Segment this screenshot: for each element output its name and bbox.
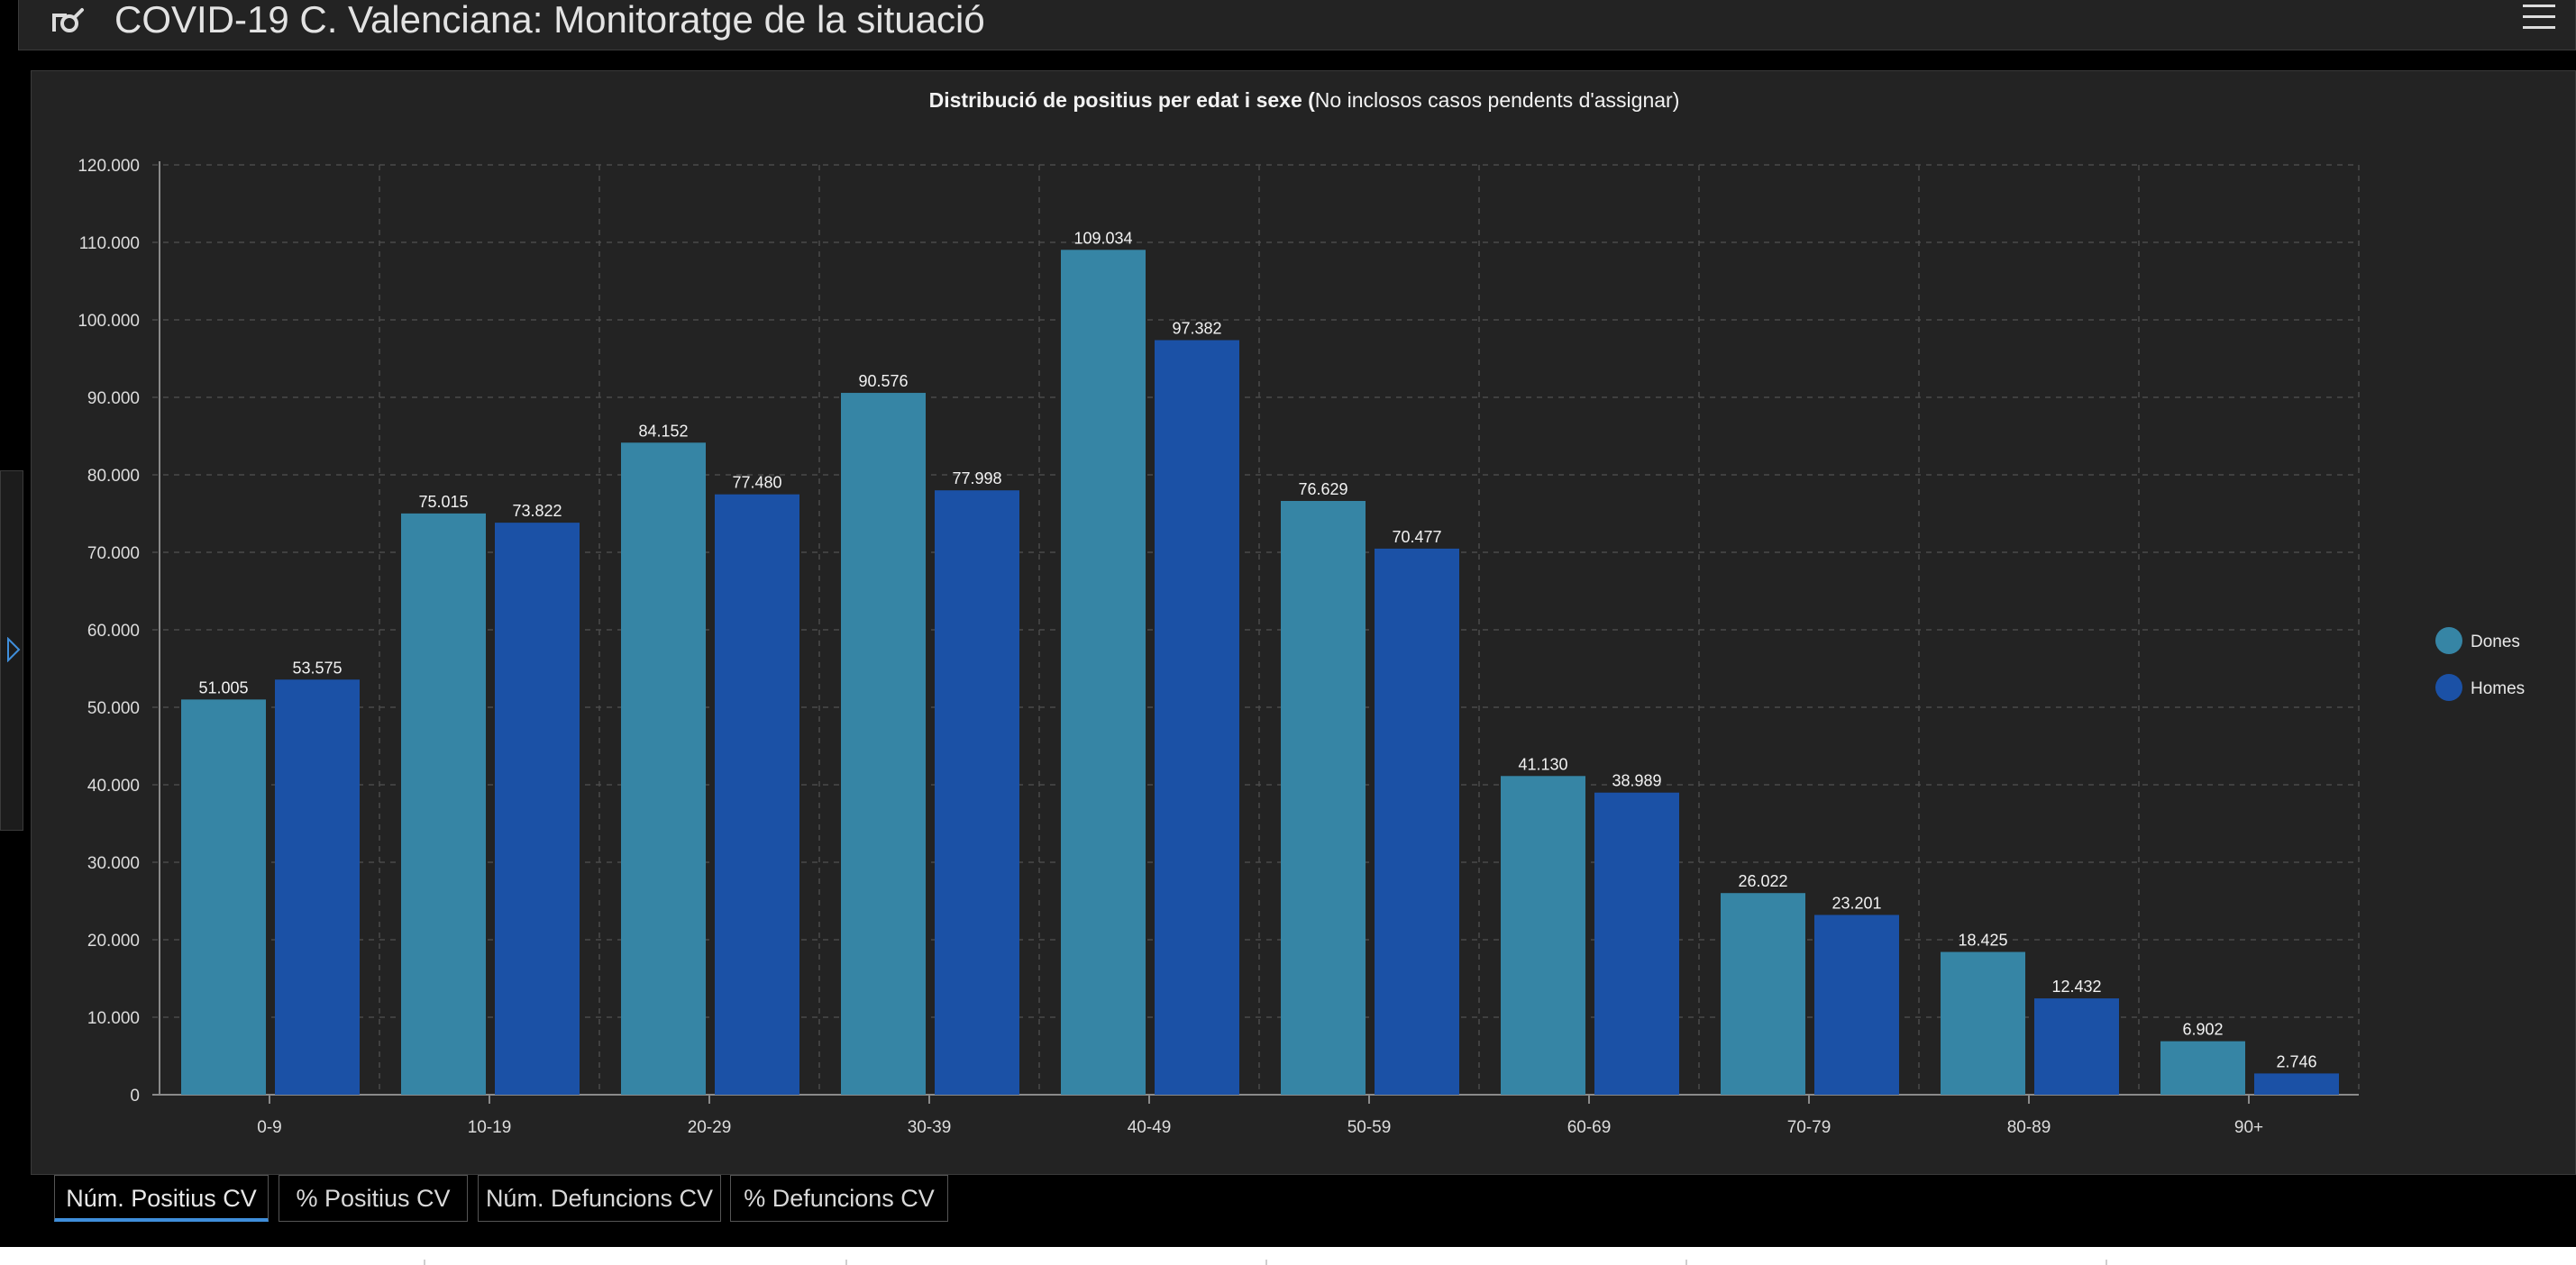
bar-homes-90+[interactable]	[2254, 1073, 2339, 1095]
bar-homes-20-29[interactable]	[715, 494, 799, 1095]
data-label: 38.989	[1612, 772, 1661, 790]
chart-title: Distribució de positius per edat i sexe …	[929, 88, 1680, 112]
data-label: 2.746	[2276, 1052, 2316, 1070]
data-label: 12.432	[2051, 978, 2101, 996]
data-label: 41.130	[1518, 755, 1567, 773]
bar-homes-60-69[interactable]	[1594, 792, 1679, 1095]
strip-tick	[1265, 1260, 1267, 1265]
y-tick-label: 20.000	[87, 932, 140, 951]
data-label: 90.576	[858, 372, 908, 390]
strip-tick	[1685, 1260, 1687, 1265]
legend-label-dones[interactable]: Dones	[2471, 632, 2520, 651]
x-tick-label: 0-9	[257, 1118, 281, 1137]
bar-homes-80-89[interactable]	[2034, 998, 2119, 1095]
x-tick-label: 40-49	[1128, 1118, 1172, 1137]
data-label: 18.425	[1958, 932, 2007, 950]
bar-homes-0-9[interactable]	[275, 679, 360, 1095]
bar-homes-10-19[interactable]	[495, 523, 580, 1095]
data-label: 109.034	[1073, 229, 1132, 247]
app-title: COVID-19 C. Valenciana: Monitoratge de l…	[114, 0, 985, 41]
data-label: 26.022	[1738, 872, 1787, 890]
tab-pct-defuncions[interactable]: % Defuncions CV	[730, 1175, 948, 1222]
x-tick-label: 70-79	[1787, 1118, 1832, 1137]
legend-marker-dones[interactable]	[2435, 627, 2462, 654]
bar-homes-50-59[interactable]	[1375, 548, 1459, 1095]
legend-label-homes[interactable]: Homes	[2471, 679, 2525, 698]
bar-dones-70-79[interactable]	[1721, 893, 1805, 1095]
y-tick-label: 10.000	[87, 1009, 140, 1028]
legend-marker-homes[interactable]	[2435, 674, 2462, 701]
y-tick-label: 120.000	[78, 157, 140, 176]
data-label: 51.005	[198, 678, 248, 696]
data-label: 70.477	[1392, 528, 1441, 546]
y-tick-label: 70.000	[87, 544, 140, 563]
y-tick-label: 80.000	[87, 467, 140, 486]
x-tick-label: 80-89	[2007, 1118, 2051, 1137]
logo-icon	[52, 8, 84, 32]
tab-num-defuncions[interactable]: Núm. Defuncions CV	[478, 1175, 721, 1222]
bottom-strip	[0, 1247, 2576, 1265]
strip-tick	[2106, 1260, 2107, 1265]
bar-dones-50-59[interactable]	[1281, 500, 1366, 1095]
x-tick-label: 10-19	[468, 1118, 512, 1137]
y-tick-label: 60.000	[87, 622, 140, 641]
data-label: 97.382	[1172, 320, 1221, 338]
bar-homes-30-39[interactable]	[935, 490, 1019, 1095]
data-label: 76.629	[1298, 480, 1347, 498]
chart-panel: Distribució de positius per edat i sexe …	[31, 70, 2576, 1175]
x-tick-label: 60-69	[1567, 1118, 1612, 1137]
data-label: 84.152	[638, 422, 688, 440]
bar-dones-80-89[interactable]	[1941, 951, 2025, 1095]
data-label: 73.822	[512, 502, 562, 520]
y-tick-label: 0	[130, 1087, 140, 1106]
bar-homes-40-49[interactable]	[1155, 340, 1239, 1096]
app-header: COVID-19 C. Valenciana: Monitoratge de l…	[18, 0, 2576, 50]
x-tick-label: 50-59	[1347, 1118, 1392, 1137]
bar-dones-10-19[interactable]	[401, 513, 486, 1095]
y-tick-label: 100.000	[78, 312, 140, 331]
x-tick-label: 90+	[2234, 1118, 2263, 1137]
tab-num-positius[interactable]: Núm. Positius CV	[54, 1175, 269, 1222]
strip-tick	[424, 1260, 425, 1265]
bar-homes-70-79[interactable]	[1814, 915, 1899, 1095]
bar-dones-60-69[interactable]	[1501, 776, 1585, 1095]
bar-dones-30-39[interactable]	[841, 393, 926, 1095]
bar-dones-0-9[interactable]	[181, 699, 266, 1095]
data-label: 77.480	[732, 474, 781, 492]
x-tick-label: 30-39	[908, 1118, 952, 1137]
y-tick-label: 50.000	[87, 699, 140, 718]
hamburger-menu-icon[interactable]	[2521, 0, 2557, 35]
y-tick-label: 110.000	[79, 234, 140, 253]
tab-pct-positius[interactable]: % Positius CV	[279, 1175, 468, 1222]
bar-dones-90+[interactable]	[2160, 1041, 2245, 1095]
data-label: 77.998	[952, 469, 1001, 487]
expand-arrow-icon[interactable]	[6, 637, 21, 662]
bar-dones-20-29[interactable]	[621, 442, 706, 1095]
y-tick-label: 30.000	[87, 854, 140, 873]
data-label: 75.015	[418, 493, 468, 511]
data-label: 6.902	[2182, 1021, 2223, 1039]
strip-tick	[845, 1260, 847, 1265]
age-sex-bar-chart: Distribució de positius per edat i sexe …	[78, 88, 2525, 1137]
sidebar-toggle[interactable]	[0, 470, 23, 831]
data-label: 53.575	[292, 659, 342, 677]
bar-dones-40-49[interactable]	[1061, 250, 1146, 1095]
x-tick-label: 20-29	[688, 1118, 732, 1137]
y-tick-label: 90.000	[87, 389, 140, 408]
data-label: 23.201	[1832, 894, 1881, 912]
y-tick-label: 40.000	[87, 777, 140, 796]
